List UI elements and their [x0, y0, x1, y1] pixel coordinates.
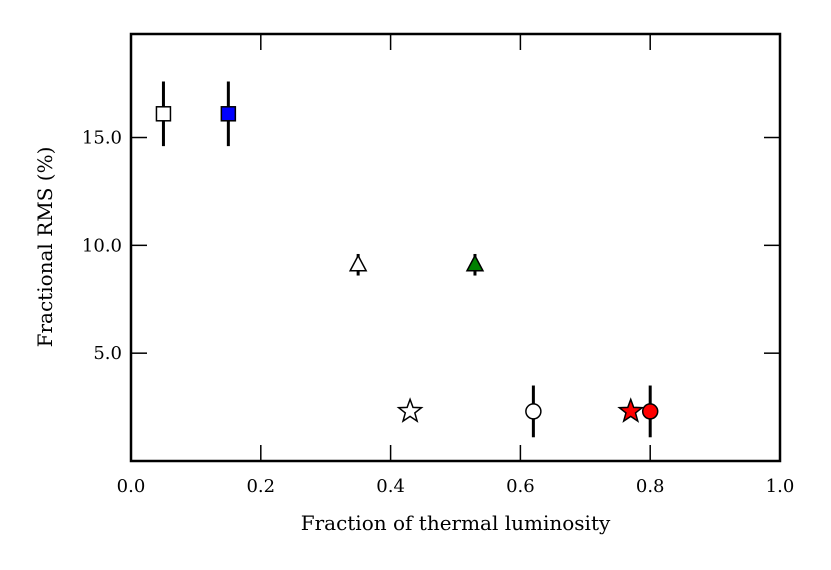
circle-marker — [525, 403, 542, 420]
y-tick-label: 10.0 — [82, 235, 122, 256]
x-tick-label: 0.0 — [117, 476, 146, 497]
tick-labels: 0.0 0.2 0.4 0.6 0.8 1.0 5.0 10.0 15.0 — [82, 128, 794, 497]
y-tick-label: 5.0 — [93, 343, 122, 364]
square-marker — [220, 106, 237, 122]
x-tick-label: 0.8 — [636, 476, 665, 497]
circle-marker — [641, 403, 659, 420]
square-marker — [155, 106, 172, 122]
star-marker — [617, 397, 645, 423]
y-tick-label: 15.0 — [82, 128, 122, 149]
x-tick-label: 0.2 — [246, 476, 275, 497]
data-markers — [155, 106, 659, 423]
triangle-marker — [465, 254, 485, 272]
star-marker — [396, 397, 424, 423]
triangle-marker — [348, 254, 368, 272]
plot-frame — [129, 32, 782, 463]
x-tick-label: 1.0 — [766, 476, 795, 497]
x-tick-label: 0.4 — [376, 476, 405, 497]
x-axis-label: Fraction of thermal luminosity — [301, 511, 611, 535]
x-tick-label: 0.6 — [506, 476, 535, 497]
y-axis-label: Fractional RMS (%) — [33, 147, 57, 348]
error-bars — [161, 81, 652, 438]
